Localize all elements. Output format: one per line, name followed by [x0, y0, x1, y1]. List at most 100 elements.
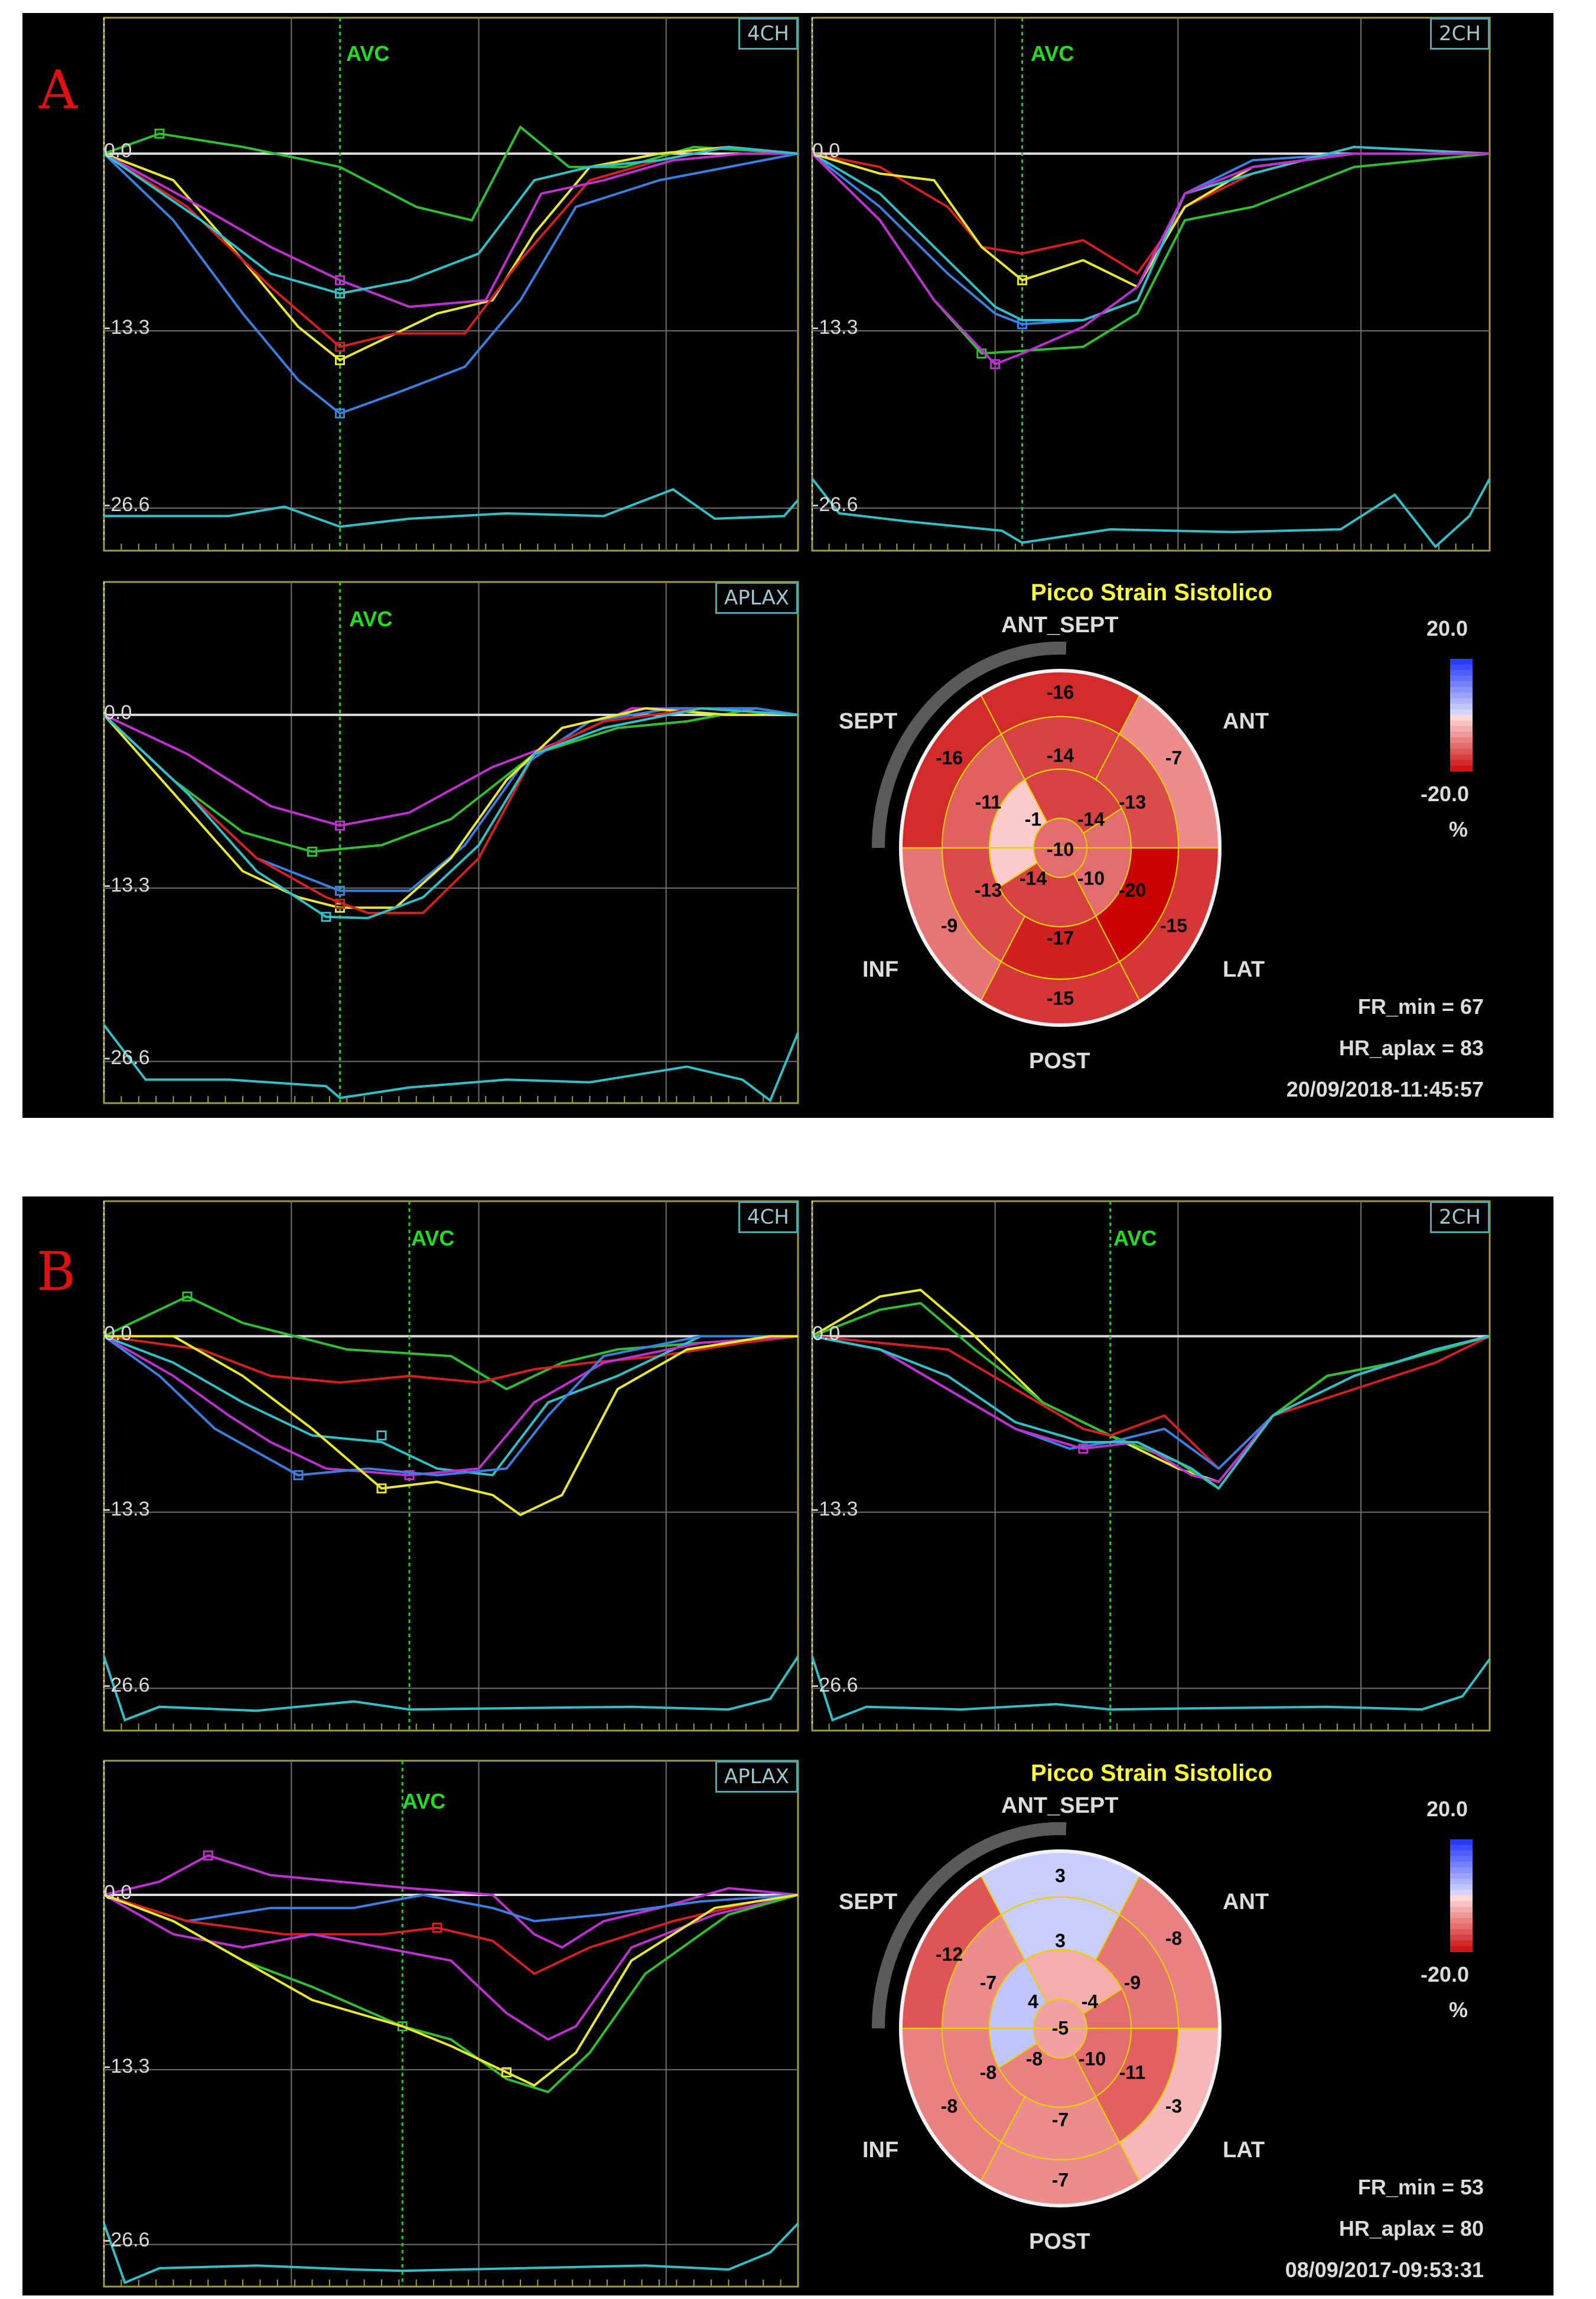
color-scale-step: [1450, 743, 1473, 749]
wall-label-ant-sept: ANT_SEPT: [1001, 1793, 1119, 1818]
strain-curve-magenta2: [103, 1894, 799, 2041]
color-scale-step: [1450, 1912, 1473, 1918]
wall-label-sept: SEPT: [839, 709, 898, 734]
strain-curve-magenta: [103, 1335, 799, 1477]
peak-marker-cyan: [335, 288, 345, 299]
y-tick-0: 0.0: [104, 1322, 132, 1345]
panel-letter-a: A: [39, 59, 77, 121]
y-tick-1: -13.3: [104, 316, 150, 339]
color-scale-step: [1450, 737, 1473, 744]
wall-label-inf: INF: [862, 2138, 899, 2163]
timestamp: 20/09/2018-11:45:57: [1286, 1077, 1484, 1101]
segment-basal-2: -7: [1165, 747, 1183, 769]
strain-curve-green: [103, 1295, 799, 1391]
peak-marker-red: [335, 342, 345, 352]
wall-label-ant: ANT: [1223, 1890, 1269, 1914]
y-tick-0: 0.0: [104, 1881, 132, 1904]
segment-mid-5: -13: [974, 879, 1002, 901]
color-scale-step: [1450, 687, 1473, 693]
bullseye-title: Picco Strain Sistolico: [1031, 1760, 1273, 1786]
bullseye-svg: [872, 1822, 1473, 2207]
strain-curve-green: [103, 707, 799, 853]
strain-curve-yellow: [812, 152, 1490, 288]
y-tick-0: 0.0: [812, 1322, 841, 1345]
color-scale-step: [1450, 1884, 1473, 1891]
peak-marker-blue: [293, 1470, 304, 1481]
y-tick-1: -13.3: [104, 1498, 150, 1520]
peak-marker-yellow: [335, 355, 345, 366]
fr-min: FR_min = 67: [1357, 994, 1484, 1019]
y-tick-1: -13.3: [104, 2055, 150, 2077]
color-scale-max: 20.0: [1426, 616, 1468, 640]
strain-curve-red: [103, 1335, 799, 1384]
y-tick-1: -13.3: [812, 316, 858, 339]
strain-curve-red: [812, 145, 1490, 275]
segment-apical-3: -14: [1019, 867, 1047, 889]
peak-marker-magenta: [990, 359, 1001, 369]
segment-mid-6: -7: [979, 1972, 997, 1994]
view-tag-aplax: APLAX: [715, 1761, 798, 1793]
strain-chart-svg: [103, 1200, 799, 1732]
chart-frame: [811, 1200, 1491, 1732]
segment-basal-6: -12: [935, 1943, 963, 1965]
segment-apical-1: -14: [1077, 808, 1105, 830]
color-scale-step: [1450, 1851, 1473, 1857]
color-scale: [1450, 659, 1473, 772]
color-scale-step: [1450, 675, 1473, 682]
color-scale-step: [1450, 1934, 1473, 1941]
bullseye-b: Picco Strain Sistolico ANT_SEPT SEPT ANT…: [812, 1751, 1553, 2294]
wall-label-sept: SEPT: [839, 1890, 898, 1914]
view-tag-2ch: 2CH: [1430, 18, 1490, 50]
y-tick-2: -26.6: [104, 2229, 150, 2251]
color-scale-step: [1450, 1940, 1473, 1947]
y-tick-1: -13.3: [812, 1498, 858, 1520]
hr-aplax: HR_aplax = 83: [1338, 1036, 1484, 1060]
strain-curve-red: [103, 145, 799, 348]
y-tick-0: 0.0: [812, 139, 841, 162]
y-tick-2: -26.6: [104, 1674, 150, 1696]
strain-curve-magenta: [811, 152, 1490, 366]
ecg-trace: [811, 477, 1491, 549]
peak-marker-yellow: [376, 1483, 387, 1494]
bullseye-rings: [900, 669, 1221, 1026]
peak-marker-green: [182, 1291, 193, 1302]
y-tick-2: -26.6: [104, 1046, 150, 1069]
wall-label-inf: INF: [862, 957, 899, 982]
view-tag-aplax: APLAX: [715, 582, 798, 614]
color-scale-step: [1450, 1845, 1473, 1851]
color-scale-max: 20.0: [1426, 1797, 1468, 1821]
segment-apical-4: 4: [1028, 1991, 1038, 2012]
strain-curve-yellow: [103, 707, 798, 909]
color-scale-step: [1450, 720, 1473, 727]
color-scale-step: [1450, 704, 1473, 710]
color-scale-step: [1450, 1867, 1473, 1874]
avc-label: AVC: [1113, 1226, 1157, 1250]
strain-curve-yellow: [811, 1289, 1490, 1483]
bullseye-rings: [900, 1850, 1221, 2207]
segment-basal-3: -3: [1165, 2095, 1183, 2117]
color-scale-unit: %: [1449, 817, 1468, 841]
color-scale-step: [1450, 670, 1473, 677]
view-tag-4ch: 4CH: [738, 1201, 798, 1233]
strain-curve-cyan: [811, 145, 1490, 321]
wall-label-ant: ANT: [1223, 709, 1269, 734]
strain-chart-aplax-a: APLAX AVC 0.0 -13.3 -26.6: [103, 581, 799, 1104]
segment-mid-6: -11: [975, 791, 1002, 813]
segment-apex: -10: [1046, 838, 1074, 860]
color-scale: [1450, 1839, 1473, 1952]
strain-chart-2ch-b: 2CH AVC 0.0 -13.3 -26.6: [811, 1200, 1491, 1732]
strain-curve-red: [103, 707, 799, 915]
wall-label-lat: LAT: [1223, 957, 1265, 982]
peak-marker-yellow: [501, 2067, 512, 2077]
peak-marker-red: [335, 899, 345, 909]
avc-label: AVC: [346, 41, 390, 66]
chart-frame: [103, 1760, 799, 2288]
color-scale-step: [1450, 731, 1473, 738]
ecg-trace: [103, 2222, 799, 2284]
fr-min: FR_min = 53: [1357, 2175, 1484, 2199]
y-tick-0: 0.0: [104, 139, 132, 162]
chart-frame: [811, 17, 1491, 552]
strain-curve-blue: [103, 707, 799, 892]
strain-curve-red: [103, 1894, 799, 1975]
color-scale-step: [1450, 1918, 1473, 1924]
